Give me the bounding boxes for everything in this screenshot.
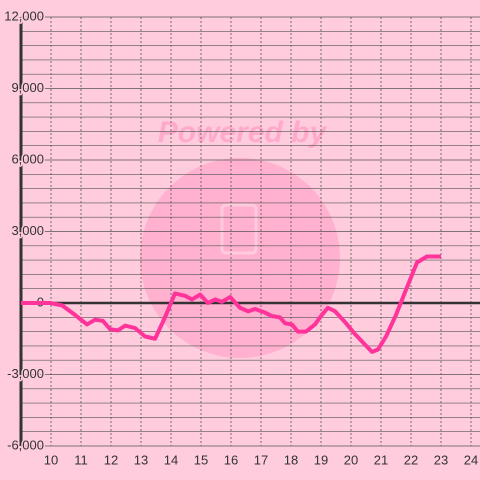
x-tick-label: 19: [314, 452, 328, 467]
watermark-logo: [140, 158, 340, 358]
data-line: [21, 254, 441, 354]
watermark-icon: [220, 203, 258, 255]
x-tick-label: 18: [284, 452, 298, 467]
x-tick-label: 23: [434, 452, 448, 467]
x-tick-label: 10: [44, 452, 58, 467]
x-tick-label: 20: [344, 452, 358, 467]
x-tick-label: 16: [224, 452, 238, 467]
watermark: Powered by: [158, 116, 328, 149]
x-tick-label: 24: [464, 452, 478, 467]
x-tick-label: 22: [404, 452, 418, 467]
y-tick-label: 3,000: [11, 223, 44, 238]
y-tick-label: -6,000: [7, 437, 44, 452]
x-tick-label: 14: [164, 452, 178, 467]
x-tick-label: 12: [104, 452, 118, 467]
x-tick-label: 15: [194, 452, 208, 467]
x-tick-label: 17: [254, 452, 268, 467]
x-tick-label: 11: [74, 452, 88, 467]
y-tick-label: -3,000: [7, 366, 44, 381]
y-tick-label: 9,000: [11, 80, 44, 95]
y-tick-label: 12,000: [4, 8, 44, 23]
x-tick-label: 13: [134, 452, 148, 467]
x-tick-label: 21: [374, 452, 388, 467]
y-tick-label: 6,000: [11, 151, 44, 166]
